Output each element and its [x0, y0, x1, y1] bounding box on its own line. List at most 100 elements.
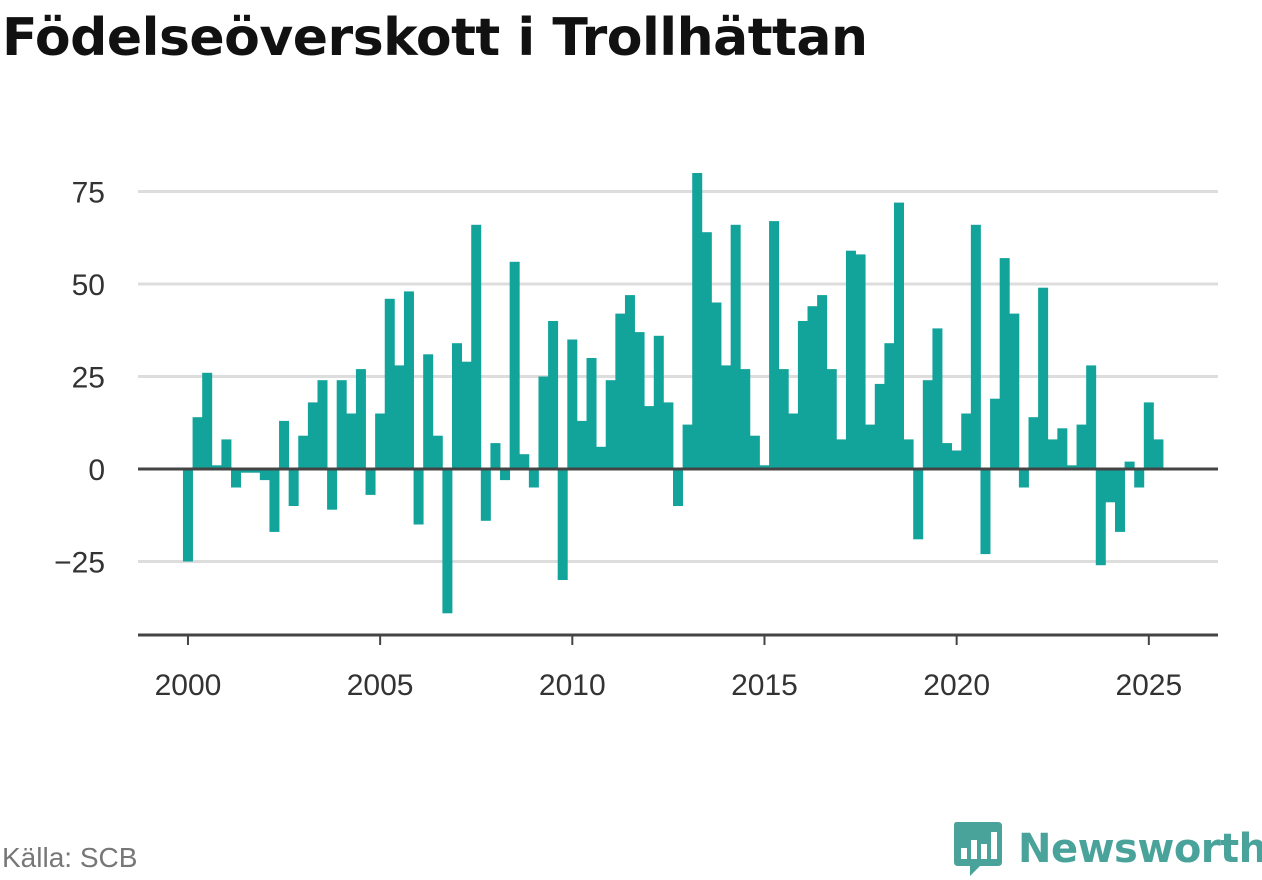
bar [817, 295, 828, 469]
bar [807, 306, 818, 469]
bar [1086, 365, 1097, 469]
bar [932, 328, 943, 469]
bar [778, 369, 789, 469]
bar [749, 435, 760, 469]
bar [231, 469, 242, 488]
bar [721, 365, 732, 469]
bar [394, 365, 405, 469]
bar [1134, 469, 1145, 488]
bar [240, 469, 251, 473]
bar [1076, 424, 1087, 469]
bar [336, 380, 347, 469]
y-axis-labels: −25 0 25 50 75 [54, 177, 105, 580]
bar [288, 469, 299, 506]
y-tick-label: 75 [72, 177, 105, 210]
bar [1066, 465, 1077, 469]
bar [480, 469, 491, 521]
bar [788, 413, 799, 469]
bar [884, 343, 895, 469]
bar [1095, 469, 1106, 566]
bar [1018, 469, 1029, 488]
bar [1028, 417, 1039, 469]
bar [999, 258, 1010, 469]
bar [980, 469, 991, 555]
bar [653, 335, 664, 469]
bar [701, 232, 712, 469]
bar [826, 369, 837, 469]
bar [1143, 402, 1154, 469]
bar [769, 221, 780, 469]
bar [893, 202, 904, 469]
bar [961, 413, 972, 469]
bar [509, 261, 520, 469]
bar [461, 361, 472, 469]
x-tick-label: 2005 [347, 669, 414, 702]
source-label: Källa: SCB [2, 842, 138, 873]
bar [576, 420, 587, 469]
brand: Newsworthy [950, 818, 1262, 880]
y-tick-label: 50 [72, 269, 105, 302]
x-axis-ticks [186, 635, 1150, 645]
bar [279, 420, 290, 469]
bars [182, 173, 1164, 614]
newsworthy-logo-icon [954, 822, 1002, 876]
bar [990, 398, 1001, 469]
bar [211, 465, 222, 469]
bar [615, 313, 626, 469]
x-tick-label: 2000 [155, 669, 222, 702]
bar [874, 383, 885, 469]
y-tick-label: 0 [88, 454, 105, 487]
bar [730, 224, 741, 469]
bar [586, 358, 597, 469]
bar [913, 469, 924, 540]
x-tick-label: 2020 [923, 669, 990, 702]
bar [365, 469, 376, 495]
bar [298, 435, 309, 469]
bar [413, 469, 424, 525]
bar [567, 339, 578, 469]
bar [1105, 469, 1116, 503]
bar [192, 417, 203, 469]
bar [759, 465, 770, 469]
bar [605, 380, 616, 469]
bar [942, 443, 953, 469]
bar [951, 450, 962, 469]
bar [384, 298, 395, 469]
bar [548, 321, 559, 469]
bar [269, 469, 280, 532]
bar-chart: −25 0 25 50 75 2000 2005 2010 2015 2020 2025 [54, 173, 1218, 702]
bar [711, 302, 722, 469]
bar [442, 469, 453, 614]
bar [221, 439, 232, 469]
bar [682, 424, 693, 469]
bar [490, 443, 501, 469]
bar [673, 469, 683, 506]
bar [182, 469, 193, 562]
bar [1124, 461, 1135, 469]
y-tick-label: −25 [54, 547, 105, 580]
bar [355, 369, 366, 469]
bar [1114, 469, 1125, 532]
bar [1009, 313, 1020, 469]
bar [259, 469, 270, 481]
bar [403, 291, 414, 469]
x-tick-label: 2015 [731, 669, 798, 702]
bar [855, 254, 866, 469]
bar [346, 413, 357, 469]
bar [327, 469, 338, 510]
bar [1038, 287, 1049, 469]
bar [423, 354, 434, 469]
bar [202, 372, 213, 469]
x-tick-label: 2010 [539, 669, 606, 702]
x-tick-label: 2025 [1115, 669, 1182, 702]
bar [452, 343, 463, 469]
bar [644, 406, 655, 469]
bar [634, 332, 645, 469]
bar [557, 469, 568, 580]
bar [317, 380, 328, 469]
bar [865, 424, 876, 469]
bar [922, 380, 933, 469]
bar [740, 369, 751, 469]
y-tick-label: 25 [72, 362, 105, 395]
brand-name: Newsworthy [1018, 826, 1262, 872]
